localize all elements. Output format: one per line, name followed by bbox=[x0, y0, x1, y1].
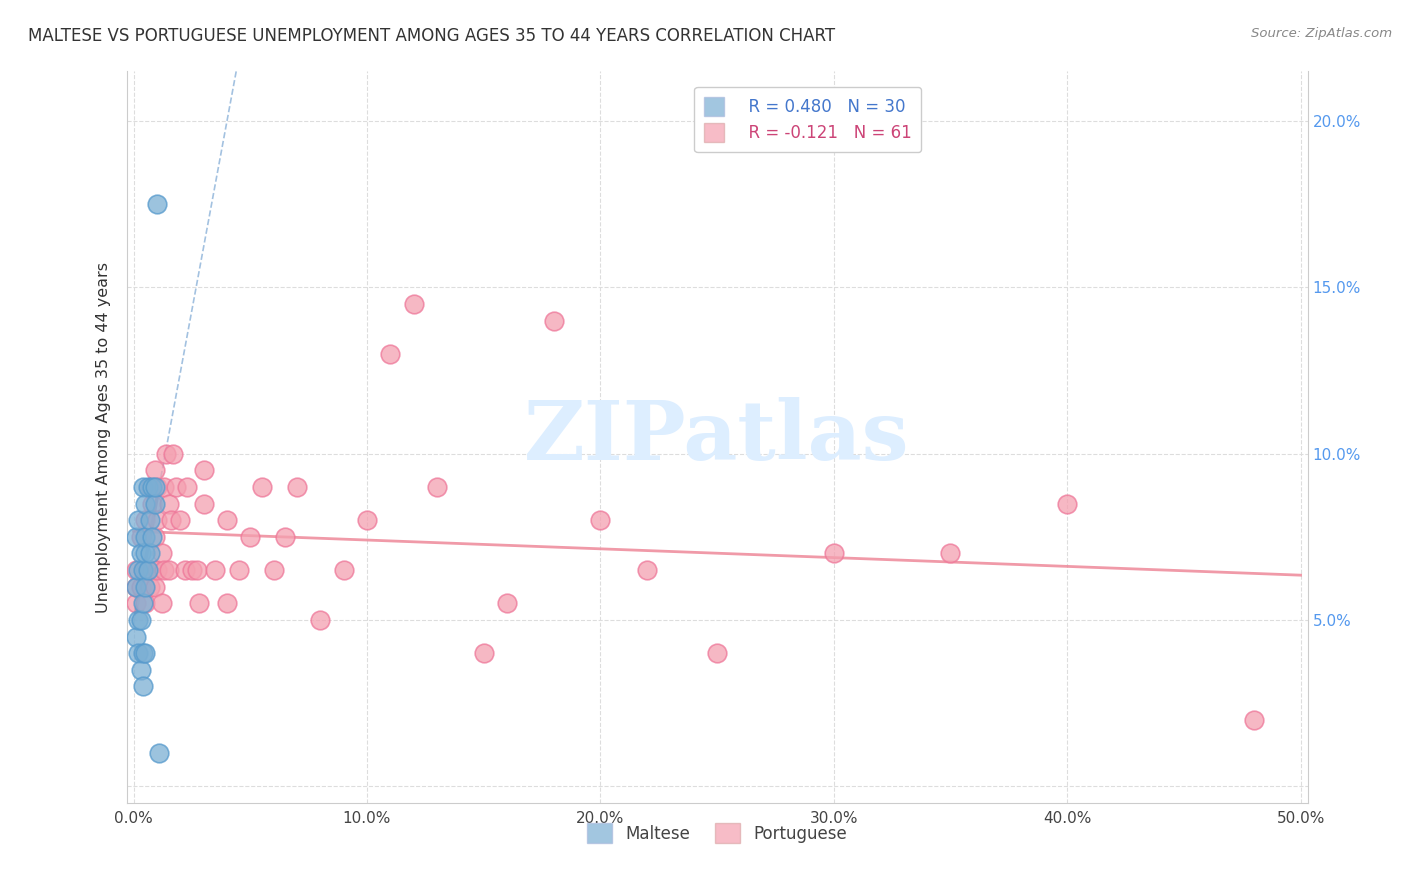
Point bbox=[215, 513, 238, 527]
Point bbox=[143, 580, 166, 594]
Point bbox=[143, 530, 166, 544]
Point bbox=[146, 480, 169, 494]
Point bbox=[127, 513, 149, 527]
Point bbox=[176, 480, 198, 494]
Point bbox=[472, 646, 495, 660]
Point bbox=[155, 447, 177, 461]
Point bbox=[134, 497, 156, 511]
Point bbox=[125, 580, 148, 594]
Point bbox=[127, 613, 149, 627]
Point bbox=[132, 596, 155, 610]
Point bbox=[125, 630, 148, 644]
Point bbox=[150, 596, 173, 610]
Point bbox=[129, 663, 152, 677]
Point bbox=[274, 530, 297, 544]
Point bbox=[157, 563, 180, 577]
Point bbox=[228, 563, 250, 577]
Point bbox=[193, 463, 215, 477]
Point bbox=[636, 563, 658, 577]
Point bbox=[125, 563, 148, 577]
Point bbox=[139, 513, 162, 527]
Point bbox=[143, 497, 166, 511]
Point bbox=[153, 563, 176, 577]
Point bbox=[139, 580, 162, 594]
Point bbox=[141, 497, 163, 511]
Point bbox=[129, 546, 152, 560]
Point bbox=[153, 480, 176, 494]
Point bbox=[129, 580, 152, 594]
Point bbox=[134, 646, 156, 660]
Point bbox=[706, 646, 728, 660]
Point bbox=[160, 513, 183, 527]
Point bbox=[356, 513, 378, 527]
Point bbox=[1056, 497, 1078, 511]
Point bbox=[146, 513, 169, 527]
Point bbox=[496, 596, 519, 610]
Point bbox=[141, 530, 163, 544]
Point bbox=[380, 347, 402, 361]
Point bbox=[215, 596, 238, 610]
Point bbox=[823, 546, 845, 560]
Point bbox=[139, 546, 162, 560]
Point bbox=[132, 480, 155, 494]
Point bbox=[136, 480, 159, 494]
Text: ZIPatlas: ZIPatlas bbox=[524, 397, 910, 477]
Point bbox=[134, 563, 156, 577]
Point bbox=[180, 563, 202, 577]
Point bbox=[127, 563, 149, 577]
Point bbox=[129, 530, 152, 544]
Point bbox=[141, 480, 163, 494]
Point bbox=[589, 513, 612, 527]
Point bbox=[165, 480, 187, 494]
Point bbox=[239, 530, 262, 544]
Point bbox=[157, 497, 180, 511]
Point bbox=[204, 563, 226, 577]
Point bbox=[132, 680, 155, 694]
Point bbox=[263, 563, 285, 577]
Point bbox=[332, 563, 354, 577]
Point bbox=[150, 546, 173, 560]
Point bbox=[186, 563, 208, 577]
Point bbox=[143, 480, 166, 494]
Text: Source: ZipAtlas.com: Source: ZipAtlas.com bbox=[1251, 27, 1392, 40]
Point bbox=[1243, 713, 1265, 727]
Point bbox=[125, 580, 148, 594]
Point bbox=[309, 613, 332, 627]
Point bbox=[143, 463, 166, 477]
Point bbox=[125, 596, 148, 610]
Text: MALTESE VS PORTUGUESE UNEMPLOYMENT AMONG AGES 35 TO 44 YEARS CORRELATION CHART: MALTESE VS PORTUGUESE UNEMPLOYMENT AMONG… bbox=[28, 27, 835, 45]
Point bbox=[148, 746, 170, 760]
Point bbox=[134, 580, 156, 594]
Point bbox=[169, 513, 191, 527]
Point bbox=[134, 546, 156, 560]
Point bbox=[162, 447, 184, 461]
Point bbox=[139, 480, 162, 494]
Point bbox=[141, 563, 163, 577]
Point bbox=[127, 646, 149, 660]
Point bbox=[543, 314, 565, 328]
Point bbox=[193, 497, 215, 511]
Y-axis label: Unemployment Among Ages 35 to 44 years: Unemployment Among Ages 35 to 44 years bbox=[96, 261, 111, 613]
Point bbox=[136, 563, 159, 577]
Legend: Maltese, Portuguese: Maltese, Portuguese bbox=[581, 817, 853, 849]
Point bbox=[132, 646, 155, 660]
Point bbox=[250, 480, 273, 494]
Point bbox=[146, 197, 169, 211]
Point bbox=[939, 546, 962, 560]
Point bbox=[134, 530, 156, 544]
Point bbox=[426, 480, 449, 494]
Point bbox=[174, 563, 197, 577]
Point bbox=[125, 530, 148, 544]
Point bbox=[187, 596, 209, 610]
Point bbox=[132, 563, 155, 577]
Point bbox=[402, 297, 425, 311]
Point bbox=[134, 596, 156, 610]
Point bbox=[285, 480, 308, 494]
Point bbox=[146, 563, 169, 577]
Point bbox=[129, 613, 152, 627]
Point bbox=[134, 513, 156, 527]
